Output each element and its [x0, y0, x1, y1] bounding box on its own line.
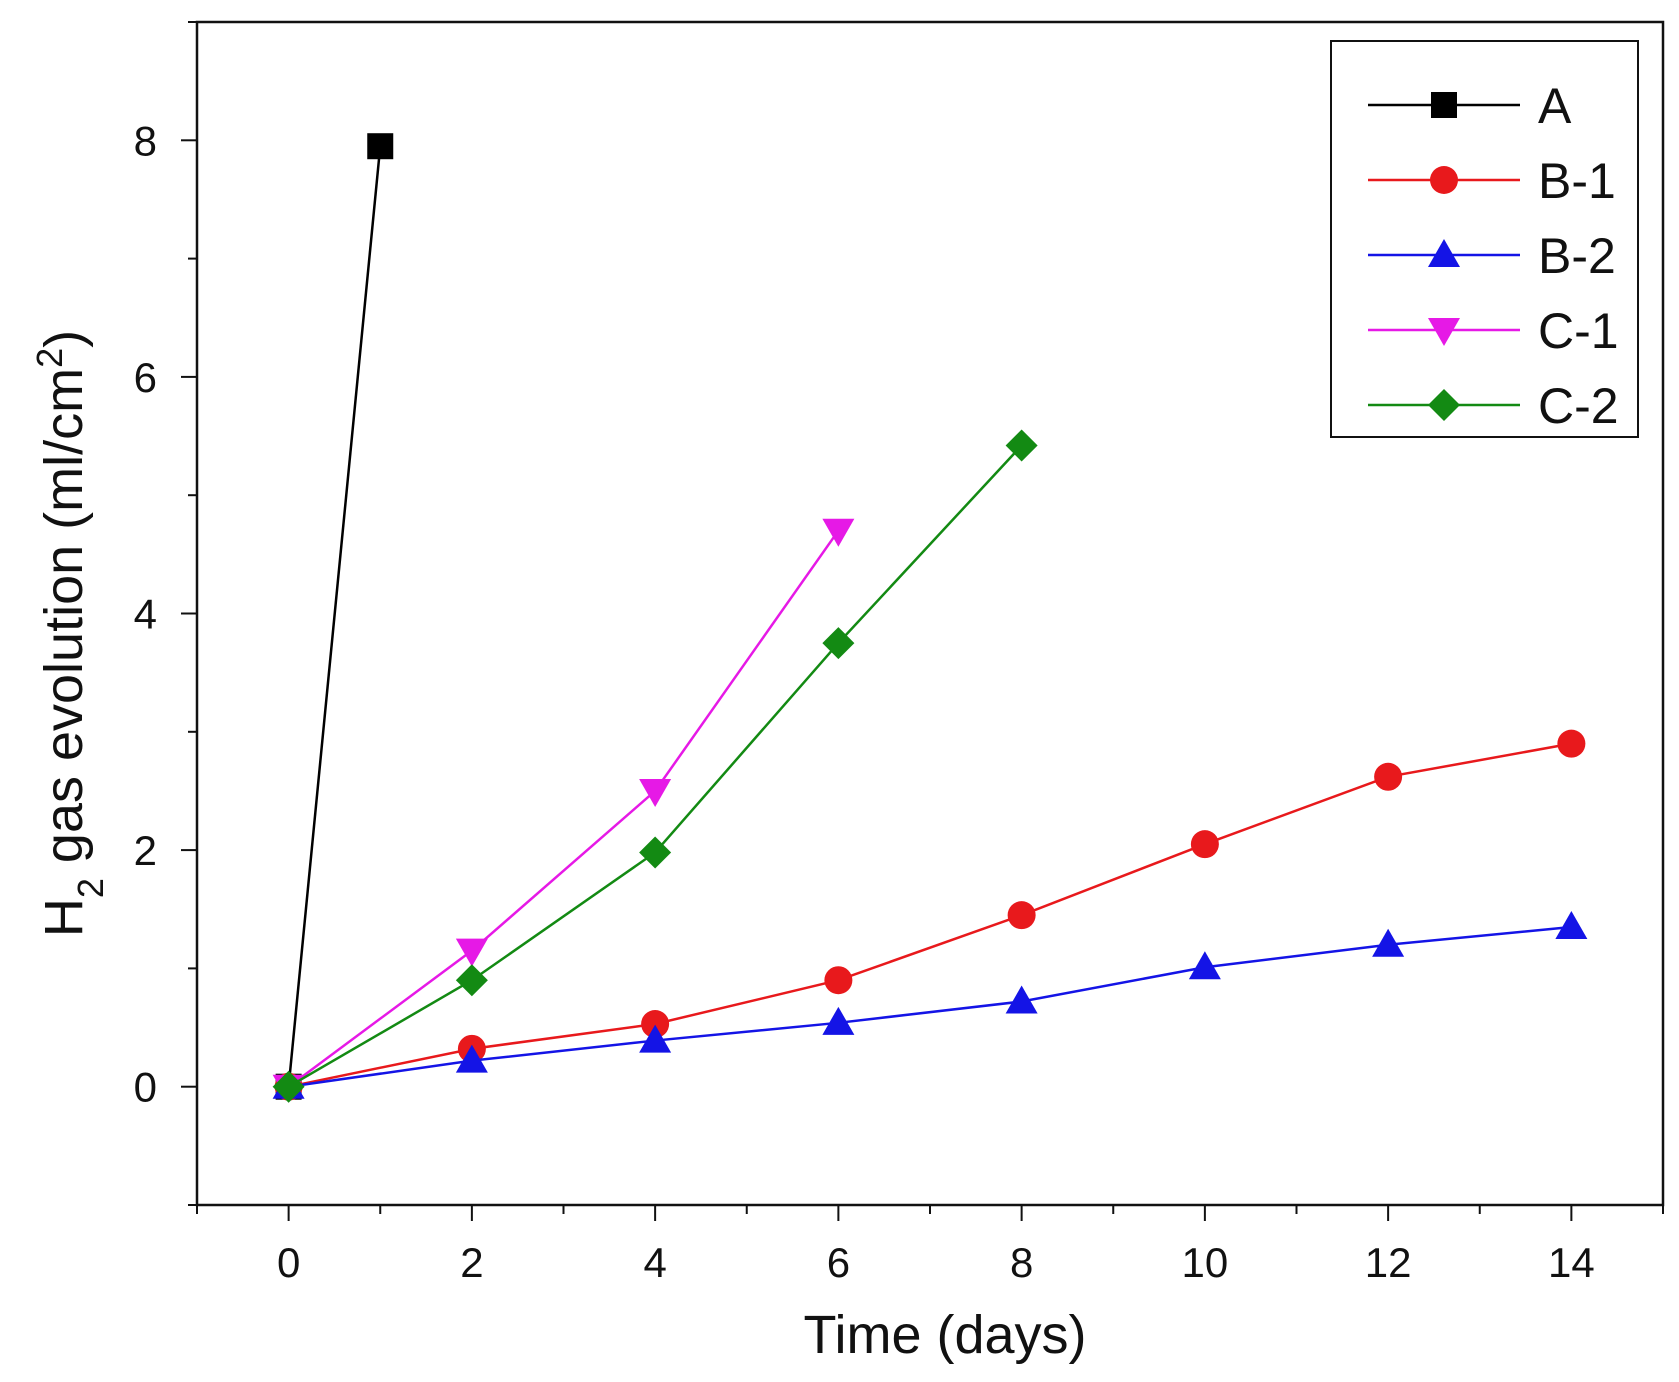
data-point-b-2 [1005, 985, 1038, 1014]
y-tick-label: 6 [134, 354, 157, 401]
legend-marker-c-2 [1428, 389, 1460, 421]
series-c-1 [272, 518, 855, 1103]
data-point-b-2 [822, 1006, 855, 1035]
series-b-1 [274, 729, 1586, 1101]
series-line-b-1 [288, 742, 1572, 1088]
legend-label-b-2: B-2 [1538, 228, 1616, 284]
series-b-2 [272, 910, 1588, 1099]
x-tick-label: 4 [643, 1239, 666, 1286]
data-point-b-2 [1555, 910, 1588, 939]
series-layer [272, 133, 1588, 1103]
data-point-a [367, 133, 394, 160]
legend-marker-a [1431, 92, 1457, 118]
y-tick-label: 4 [134, 591, 157, 638]
data-point-b-1 [641, 1010, 670, 1039]
data-point-c-2 [455, 964, 488, 997]
legend-box [1330, 40, 1639, 438]
x-tick-label: 8 [1010, 1239, 1033, 1286]
data-point-b-1 [1007, 901, 1036, 930]
y-tick-label: 2 [134, 827, 157, 874]
y-axis-title-rest: gas evolution (ml/cm [34, 368, 94, 878]
series-line-c-2 [287, 444, 1023, 1088]
series-a [275, 133, 394, 1100]
legend-marker-b-2 [1428, 239, 1460, 267]
legend-marker-c-1 [1428, 318, 1460, 346]
y-axis-title: H2 gas evolution (ml/cm2) [29, 330, 111, 937]
x-tick-label: 12 [1365, 1239, 1412, 1286]
legend-label-a: A [1538, 78, 1572, 134]
series-c-2 [272, 429, 1038, 1103]
legend-marker-b-1 [1430, 166, 1458, 194]
data-point-b-2 [639, 1024, 672, 1053]
x-axis-title: Time (days) [803, 1305, 1086, 1365]
data-point-b-1 [1557, 729, 1586, 758]
series-line-c-1 [287, 529, 840, 1088]
axes-layer: 0 2 4 6 8 10 12 14 0 2 4 6 8 [134, 20, 1665, 1286]
series-line-b-2 [288, 925, 1572, 1088]
y-axis-title-end: ) [34, 330, 94, 348]
y-tick-label: 8 [134, 117, 157, 164]
data-point-c-2 [822, 627, 855, 660]
legend: A B-1 B-2 C-1 C-2 [1330, 40, 1639, 438]
data-point-c-2 [272, 1070, 305, 1103]
x-tick-label: 14 [1548, 1239, 1595, 1286]
y-axis-title-superscript: 2 [29, 348, 70, 368]
data-point-b-2 [455, 1044, 488, 1073]
data-point-c-1 [455, 938, 488, 967]
data-point-c-2 [639, 836, 672, 869]
data-point-b-1 [1374, 762, 1403, 791]
x-tick-label: 10 [1182, 1239, 1229, 1286]
legend-label-b-1: B-1 [1538, 153, 1616, 209]
data-point-b-2 [1372, 928, 1405, 957]
x-tick-label: 0 [277, 1239, 300, 1286]
data-point-b-1 [1190, 830, 1219, 859]
data-point-c-2 [1005, 429, 1038, 462]
x-tick-label: 6 [827, 1239, 850, 1286]
x-tick-label: 2 [460, 1239, 483, 1286]
data-point-b-1 [824, 966, 853, 995]
y-tick-label: 0 [134, 1064, 157, 1111]
legend-label-c-2: C-2 [1538, 378, 1619, 434]
y-axis-title-main: H [34, 898, 94, 937]
series-line-a [287, 146, 382, 1087]
legend-label-c-1: C-1 [1538, 303, 1619, 359]
data-point-c-1 [822, 518, 855, 547]
data-point-c-1 [639, 778, 672, 807]
data-point-b-2 [1188, 951, 1221, 980]
y-axis-title-subscript: 2 [70, 878, 111, 898]
